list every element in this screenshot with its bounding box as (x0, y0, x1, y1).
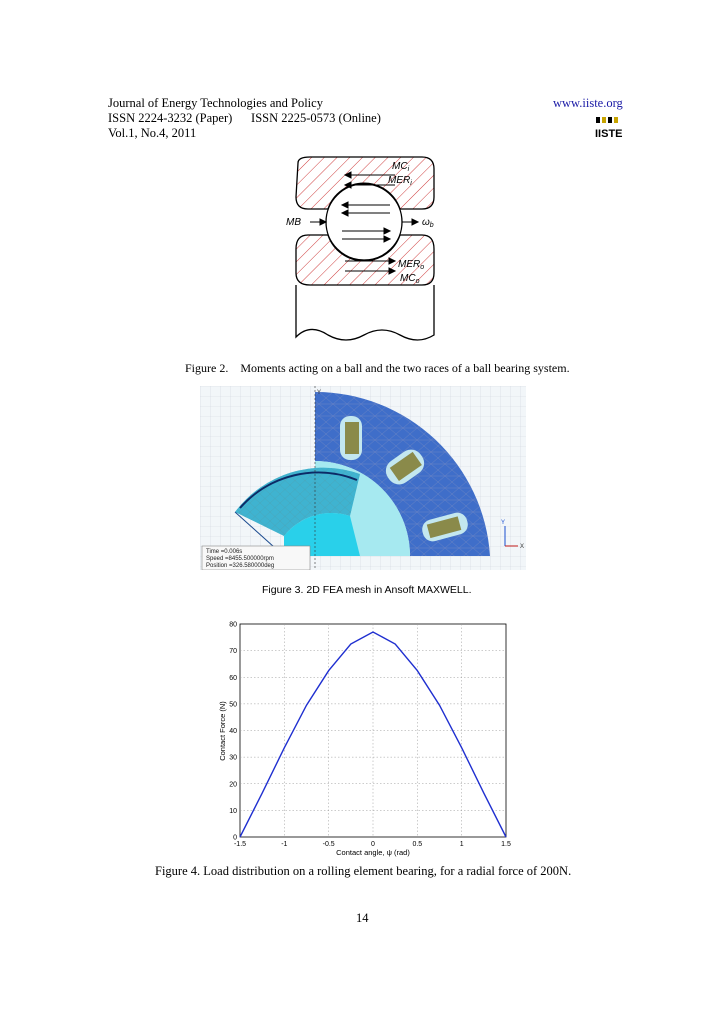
info-box (201, 545, 311, 570)
svg-text:X: X (520, 544, 524, 550)
y-tick-label: 20 (229, 781, 237, 788)
info-speed: Speed =8455.500000rpm (206, 556, 274, 562)
y-axis-label: Contact Force (N) (218, 701, 227, 761)
x-tick-labels: -1.5 -1 -0.5 0 0.5 1 1.5 (234, 841, 511, 848)
x-tick-label: -1 (281, 841, 287, 848)
figure4-chart: 0 10 20 30 40 50 60 70 80 -1.5 -1 -0.5 0 0.5 1 1.5 Con… (218, 622, 511, 858)
y-tick-label: 40 (229, 728, 237, 735)
info-position: Position =326.580000deg (206, 563, 274, 569)
x-tick-label: -0.5 (323, 841, 335, 848)
figure4-caption: Figure 4. Load distribution on a rolling… (155, 864, 572, 878)
x-tick-label: 1.5 (501, 841, 511, 848)
y-tick-label: 50 (229, 701, 237, 708)
journal-title: Journal of Energy Technologies and Polic… (108, 96, 323, 110)
y-tick-label: 30 (229, 755, 237, 762)
label-mer-o: MERo (398, 259, 424, 271)
logo-text: IISTE (595, 128, 623, 140)
website-link[interactable]: www.iiste.org (553, 96, 623, 110)
svg-text:Y: Y (501, 520, 505, 526)
label-mer-i: MERi (388, 175, 412, 187)
shaft (295, 285, 435, 341)
axis-triad: Y X (501, 520, 524, 550)
figure2-diagram: MCi MERi MB ωb MERo MCo (286, 156, 435, 341)
y-tick-label: 80 (229, 622, 237, 629)
y-tick-label: 70 (229, 648, 237, 655)
gridlines (240, 624, 506, 837)
label-mc-i: MCi (392, 161, 410, 173)
x-axis-label: Contact angle, ψ (rad) (336, 848, 410, 857)
issn-line: ISSN 2224-3232 (Paper) ISSN 2225-0573 (O… (108, 111, 381, 125)
x-tick-label: -1.5 (234, 841, 246, 848)
info-time: Time =0.006s (206, 549, 242, 555)
figure3-caption: Figure 3. 2D FEA mesh in Ansoft MAXWELL. (262, 584, 472, 596)
x-tick-label: 1 (460, 841, 464, 848)
volume-line: Vol.1, No.4, 2011 (108, 126, 197, 140)
y-tick-label: 10 (229, 808, 237, 815)
ball (325, 183, 403, 261)
label-mb: MB (286, 217, 301, 228)
x-tick-label: 0 (371, 841, 375, 848)
label-omega: ωb (422, 217, 434, 229)
load-curve (239, 631, 507, 838)
y-tick-label: 0 (233, 835, 237, 842)
figure3-mesh: Y Y X Time =0.006s Speed =8455.500000rpm… (200, 386, 526, 570)
page-number: 14 (356, 911, 369, 925)
x-tick-label: 0.5 (412, 841, 422, 848)
y-tick-label: 60 (229, 675, 237, 682)
stator-slots (340, 416, 468, 542)
figure2-caption: Figure 2. Moments acting on a ball and t… (185, 361, 570, 375)
y-tick-labels: 0 10 20 30 40 50 60 70 80 (229, 622, 237, 842)
iiste-logo: IISTE (594, 117, 624, 146)
axis-y-label: Y (317, 390, 321, 396)
label-mc-o: MCo (400, 273, 420, 285)
